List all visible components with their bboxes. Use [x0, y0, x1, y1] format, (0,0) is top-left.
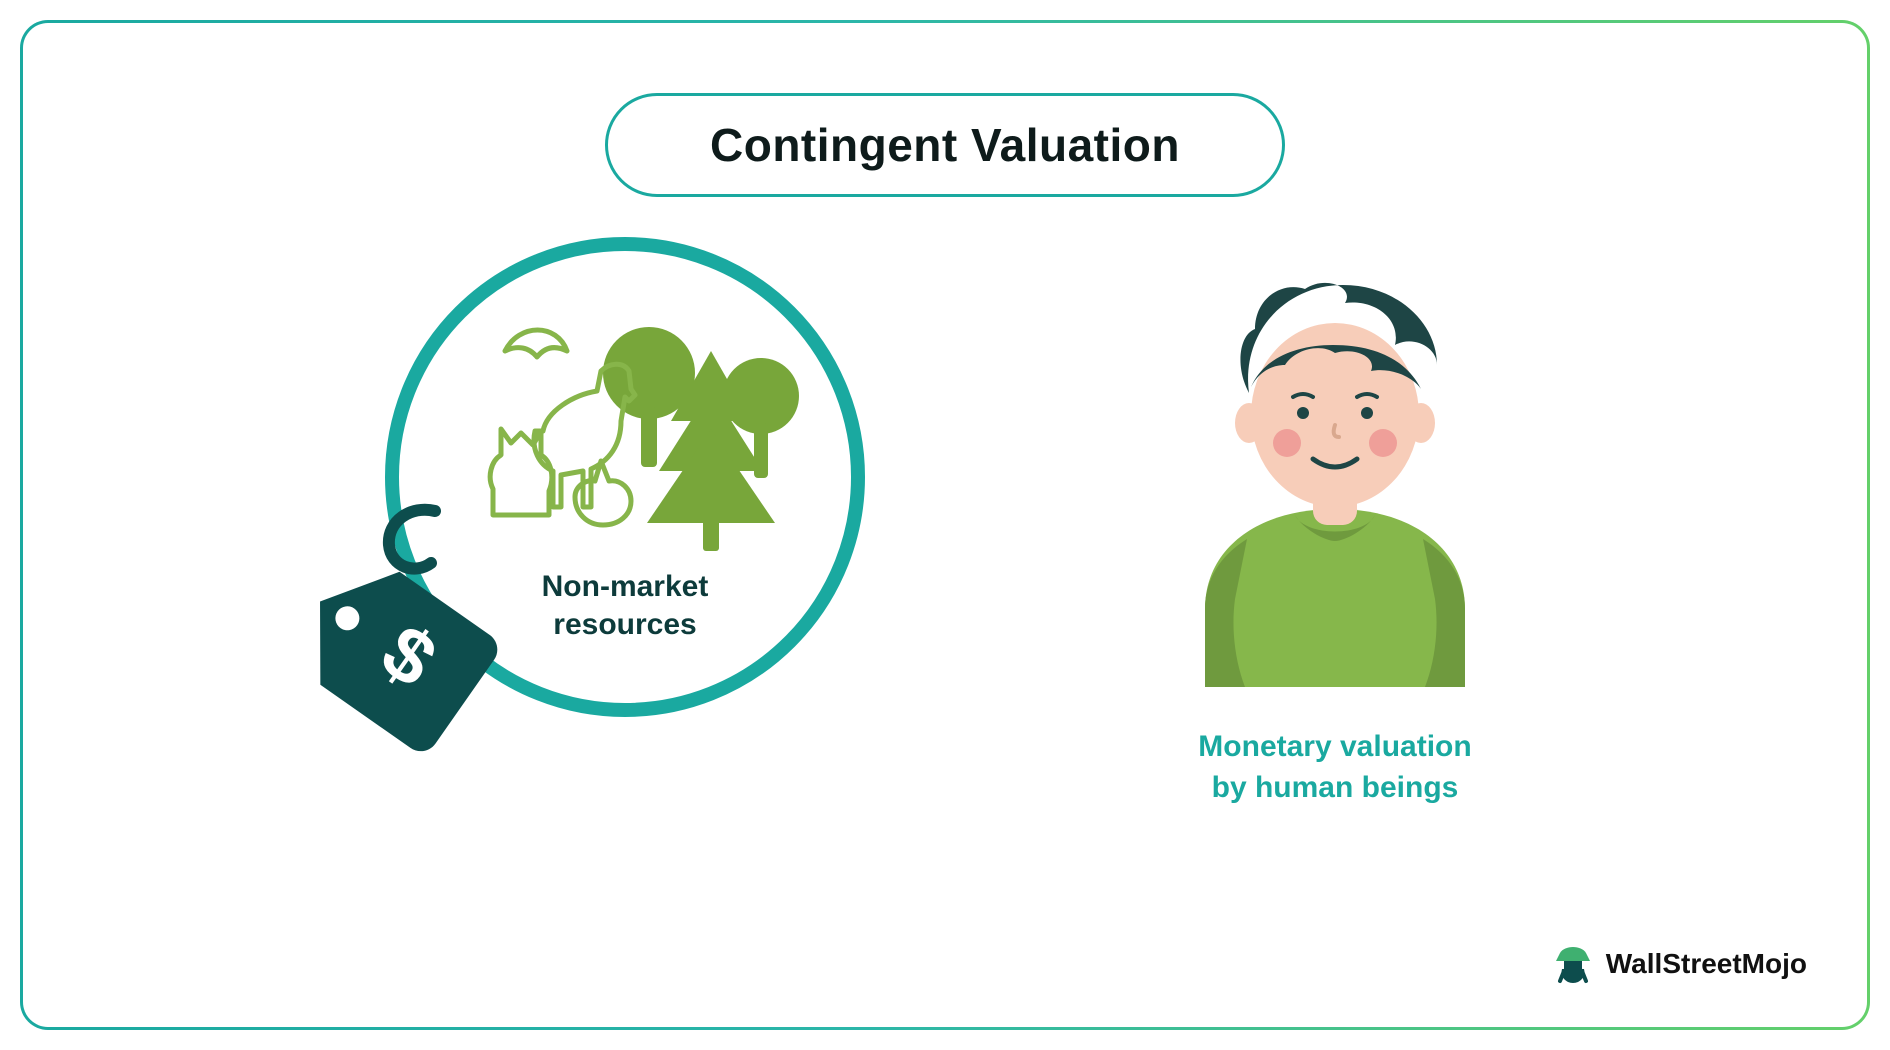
title-pill: Contingent Valuation: [605, 93, 1285, 197]
right-block: Monetary valuation by human beings: [1125, 237, 1545, 808]
resources-label-line2: resources: [553, 608, 696, 641]
content-row: Non-market resources $: [23, 237, 1867, 808]
resources-label-line1: Non-market: [542, 570, 709, 603]
infographic-frame: Contingent Valuation: [20, 20, 1870, 1030]
left-block: Non-market resources $: [345, 237, 905, 717]
price-tag-icon: $: [315, 497, 555, 757]
page-title: Contingent Valuation: [710, 119, 1180, 171]
person-illustration: [1145, 237, 1525, 697]
brand-logo: WallStreetMojo: [1550, 941, 1807, 987]
valuation-label-line1: Monetary valuation: [1198, 730, 1471, 763]
valuation-label: Monetary valuation by human beings: [1125, 727, 1545, 808]
logo-text: WallStreetMojo: [1606, 948, 1807, 980]
logo-icon: [1550, 941, 1596, 987]
valuation-label-line2: by human beings: [1212, 771, 1459, 804]
